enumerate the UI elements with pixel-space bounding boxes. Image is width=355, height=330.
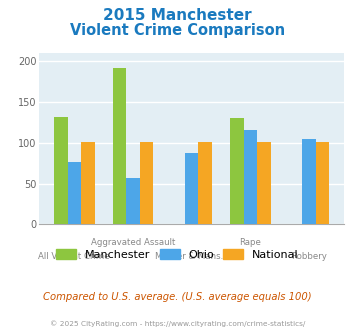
Text: Murder & Mans...: Murder & Mans... (155, 252, 229, 261)
Text: Compared to U.S. average. (U.S. average equals 100): Compared to U.S. average. (U.S. average … (43, 292, 312, 302)
Text: Violent Crime Comparison: Violent Crime Comparison (70, 23, 285, 38)
Bar (185, 153, 198, 224)
Bar (54, 117, 67, 224)
Text: Rape: Rape (240, 238, 261, 247)
Bar (198, 142, 212, 224)
Text: 2015 Manchester: 2015 Manchester (103, 8, 252, 23)
Text: Robbery: Robbery (291, 252, 327, 261)
Bar (81, 142, 94, 224)
Bar (257, 142, 271, 224)
Bar (302, 139, 316, 224)
Text: © 2025 CityRating.com - https://www.cityrating.com/crime-statistics/: © 2025 CityRating.com - https://www.city… (50, 320, 305, 327)
Bar (230, 118, 244, 224)
Bar (140, 142, 153, 224)
Text: Aggravated Assault: Aggravated Assault (91, 238, 175, 247)
Bar (126, 178, 140, 224)
Bar (244, 130, 257, 224)
Bar (67, 162, 81, 224)
Bar (316, 142, 329, 224)
Legend: Manchester, Ohio, National: Manchester, Ohio, National (53, 246, 302, 263)
Bar (113, 68, 126, 224)
Text: All Violent Crime: All Violent Crime (38, 252, 110, 261)
